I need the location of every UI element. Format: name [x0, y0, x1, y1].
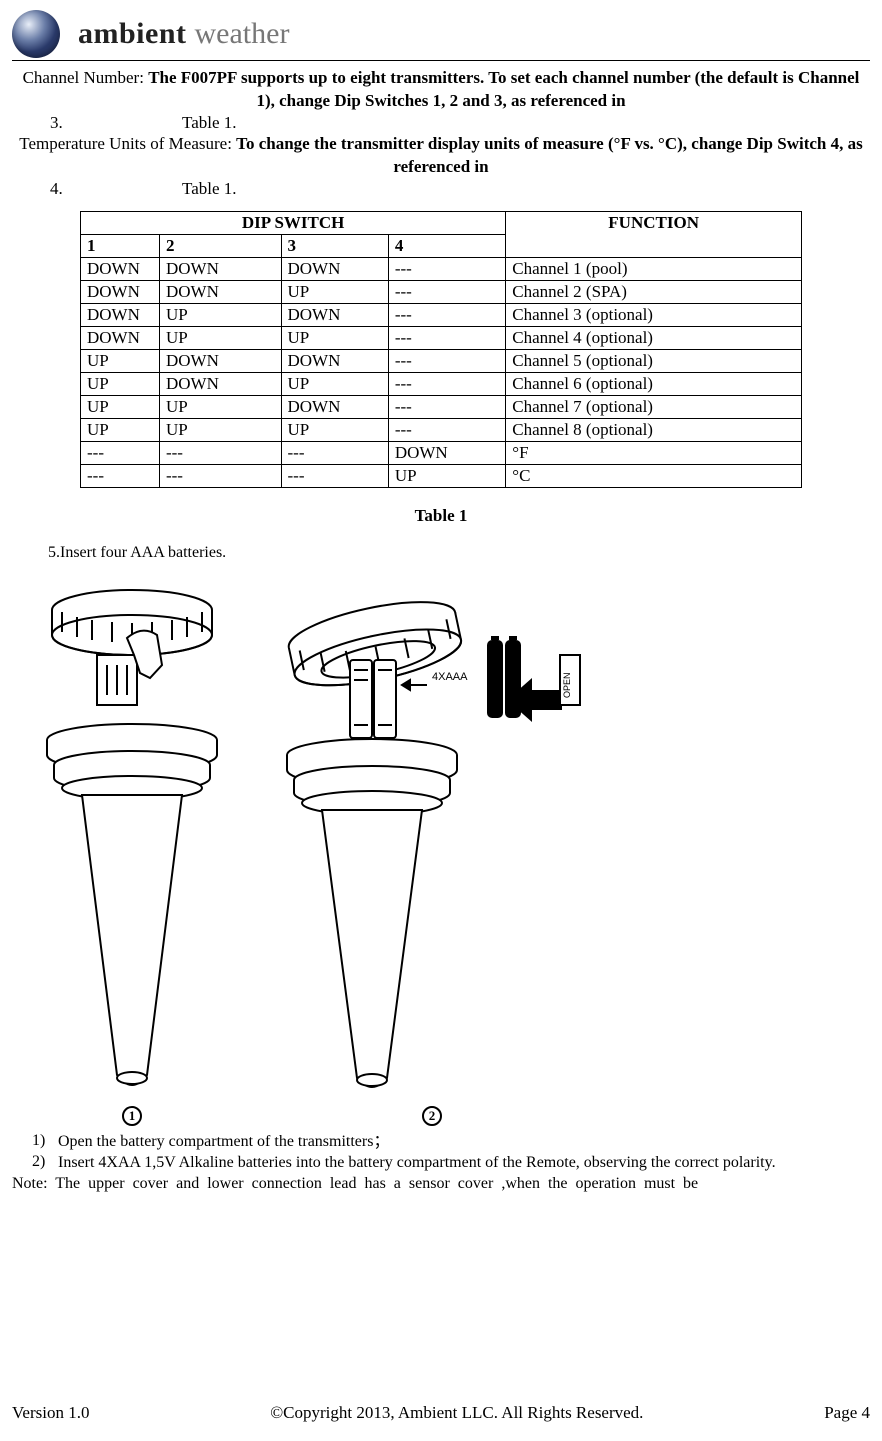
channel-prefix: Channel Number: [23, 68, 149, 87]
subhead-3: 3 [281, 234, 388, 257]
dip-switch-table-wrap: DIP SWITCH FUNCTION 1 2 3 4 DOWNDOWNDOWN… [80, 211, 802, 488]
table-head-row: DIP SWITCH FUNCTION [81, 211, 802, 234]
figure-1: 1 [32, 580, 232, 1126]
step5-num: 5. [12, 544, 60, 562]
figure-1-label: 1 [122, 1106, 142, 1126]
channel-bold: The F007PF supports up to eight transmit… [148, 68, 859, 110]
brand-wordmark: ambient weather [78, 17, 289, 51]
page-footer: Version 1.0 ©Copyright 2013, Ambient LLC… [12, 1403, 870, 1423]
list-item: 2) Insert 4XAA 1,5V Alkaline batteries i… [12, 1153, 870, 1174]
footer-version: Version 1.0 [12, 1403, 89, 1423]
step3-txt: Table 1. [72, 113, 237, 133]
dip-switch-table: DIP SWITCH FUNCTION 1 2 3 4 DOWNDOWNDOWN… [80, 211, 802, 488]
step4-num: 4. [12, 179, 72, 199]
battery-sublist: 1) Open the battery compartment of the t… [12, 1132, 870, 1174]
step5-txt: Insert four AAA batteries. [60, 544, 226, 562]
subhead-2: 2 [159, 234, 281, 257]
table-row: DOWNDOWNDOWN---Channel 1 (pool) [81, 257, 802, 280]
table-row: DOWNUPDOWN---Channel 3 (optional) [81, 303, 802, 326]
sub-1-num: 1) [12, 1132, 58, 1153]
transmitter-open-icon: 4XAAA OPEN [262, 580, 602, 1100]
table-row: DOWNUPUP---Channel 4 (optional) [81, 326, 802, 349]
batt-label-text: 4XAAA [432, 671, 468, 683]
head-func: FUNCTION [506, 211, 802, 257]
sub-1-txt: Open the battery compartment of the tran… [58, 1132, 870, 1153]
figure-2: 4XAAA OPEN [262, 580, 602, 1126]
table-caption: Table 1 [12, 506, 870, 526]
sub-2-num: 2) [12, 1153, 58, 1174]
logo-sphere-icon [12, 10, 60, 58]
note-text: Note: The upper cover and lower connecti… [12, 1175, 870, 1193]
footer-page: Page 4 [824, 1403, 870, 1423]
sub-2-txt: Insert 4XAA 1,5V Alkaline batteries into… [58, 1153, 870, 1174]
brand-light: weather [195, 17, 290, 51]
table-row: UPDOWNDOWN---Channel 5 (optional) [81, 349, 802, 372]
step3-num: 3. [12, 113, 72, 133]
step4-txt: Table 1. [72, 179, 237, 199]
figure-2-label: 2 [422, 1106, 442, 1126]
table-row: UPUPDOWN---Channel 7 (optional) [81, 395, 802, 418]
transmitter-closed-icon [32, 580, 232, 1100]
figures-row: 1 4XAAA [12, 566, 870, 1126]
footer-copyright: ©Copyright 2013, Ambient LLC. All Rights… [270, 1403, 643, 1423]
table-row: ---------UP°C [81, 464, 802, 487]
intro-block: Channel Number: The F007PF supports up t… [12, 67, 870, 199]
temp-bold: To change the transmitter display units … [236, 134, 863, 176]
brand-bold: ambient [78, 17, 187, 51]
step5-line: 5. Insert four AAA batteries. [12, 544, 870, 562]
subhead-1: 1 [81, 234, 160, 257]
list-item: 1) Open the battery compartment of the t… [12, 1132, 870, 1153]
table-row: ---------DOWN°F [81, 441, 802, 464]
table-row: DOWNDOWNUP---Channel 2 (SPA) [81, 280, 802, 303]
head-dip: DIP SWITCH [81, 211, 506, 234]
subhead-4: 4 [388, 234, 505, 257]
open-label-text: OPEN [562, 672, 572, 698]
table-row: UPDOWNUP---Channel 6 (optional) [81, 372, 802, 395]
temp-prefix: Temperature Units of Measure: [19, 134, 236, 153]
table-row: UPUPUP---Channel 8 (optional) [81, 418, 802, 441]
page-header: ambient weather [12, 10, 870, 61]
